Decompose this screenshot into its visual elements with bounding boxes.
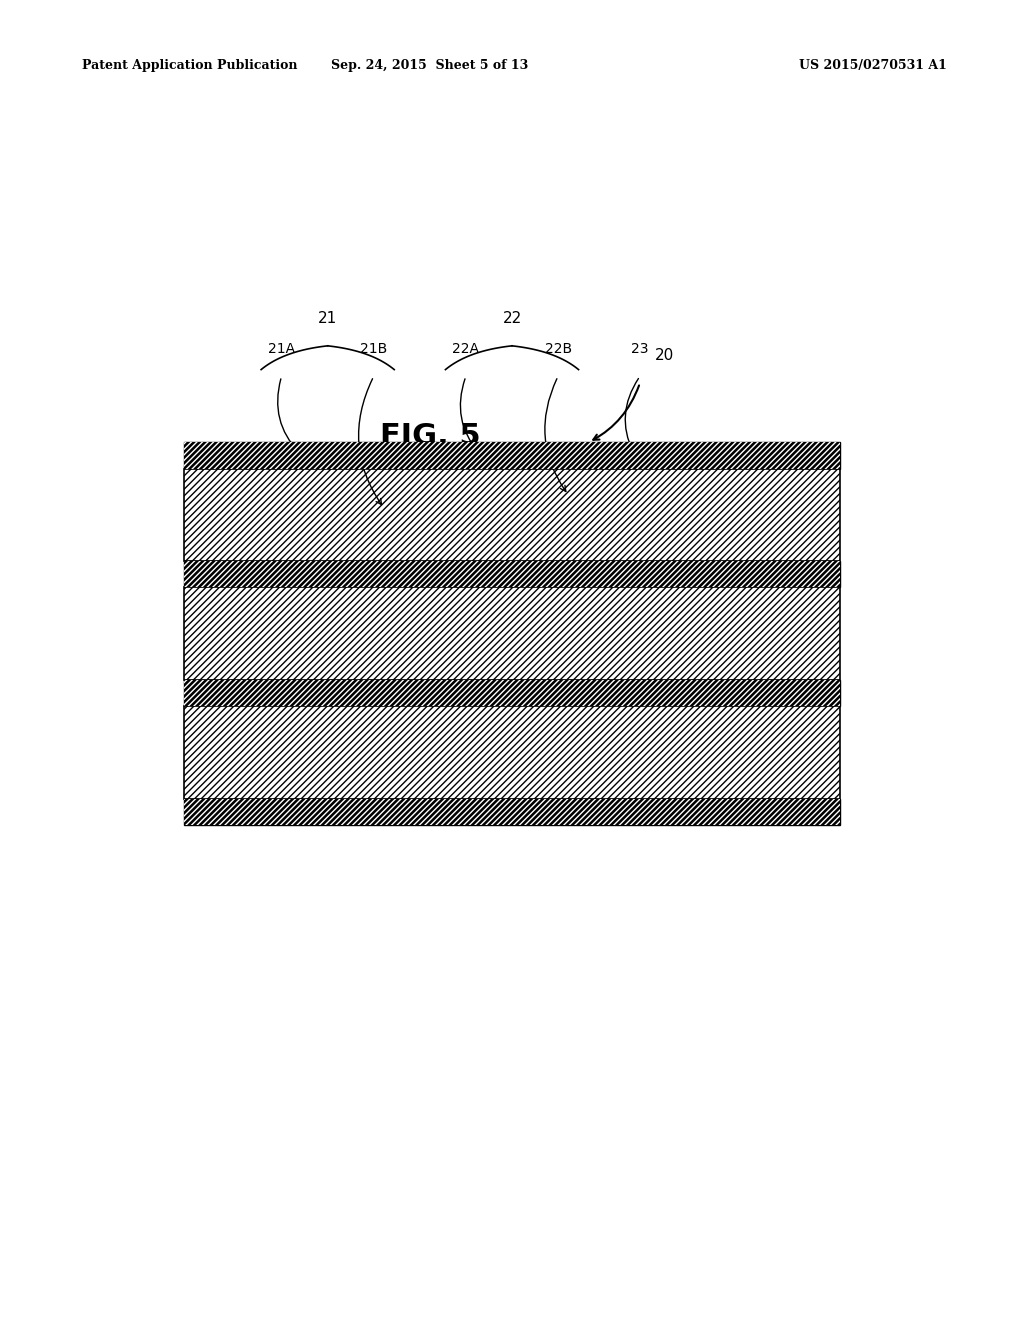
Bar	[184, 706, 840, 799]
Bar	[184, 442, 840, 469]
Bar	[184, 561, 840, 587]
Bar	[184, 561, 840, 587]
Bar	[184, 706, 840, 799]
Bar	[184, 799, 840, 825]
Bar	[184, 469, 840, 561]
Text: 23: 23	[631, 342, 649, 356]
Text: 21: 21	[318, 312, 337, 326]
Text: Sep. 24, 2015  Sheet 5 of 13: Sep. 24, 2015 Sheet 5 of 13	[332, 59, 528, 73]
Bar	[184, 799, 840, 825]
Text: Patent Application Publication: Patent Application Publication	[82, 59, 297, 73]
Text: 22: 22	[503, 312, 521, 326]
Text: FIG. 5: FIG. 5	[380, 422, 480, 451]
Text: 20: 20	[655, 348, 675, 363]
Bar	[184, 587, 840, 680]
Text: US 2015/0270531 A1: US 2015/0270531 A1	[799, 59, 946, 73]
Bar	[184, 587, 840, 680]
Text: 22A: 22A	[453, 342, 479, 356]
Bar	[184, 680, 840, 706]
Text: 22B: 22B	[545, 342, 571, 356]
Bar	[184, 469, 840, 561]
Bar	[184, 442, 840, 469]
Bar	[184, 680, 840, 706]
Text: 21B: 21B	[360, 342, 387, 356]
Text: 21A: 21A	[268, 342, 295, 356]
